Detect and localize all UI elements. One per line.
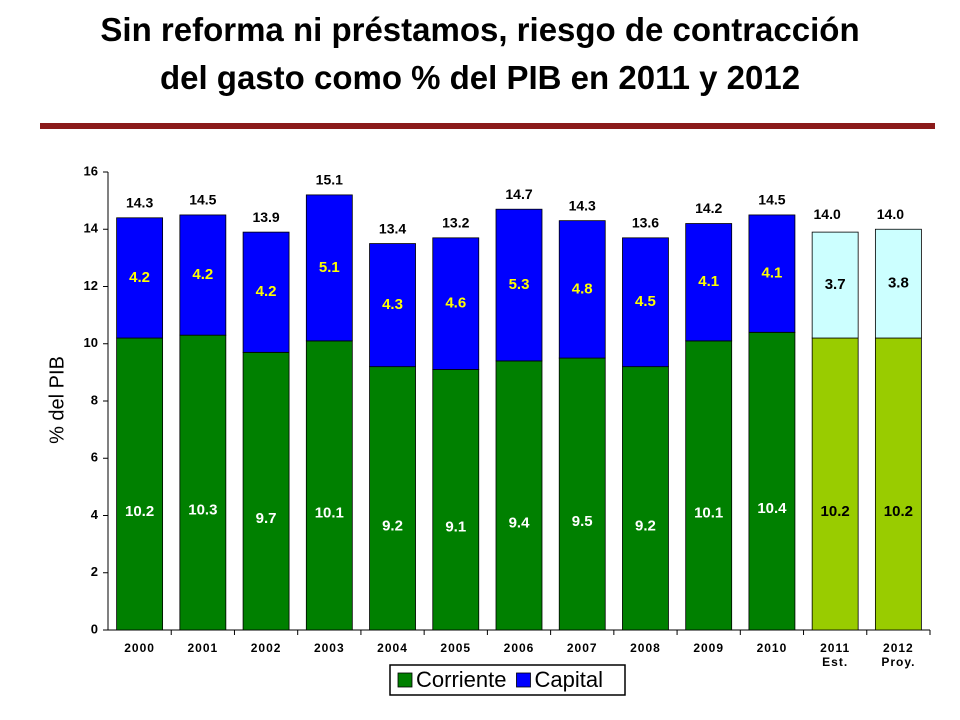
y-axis-label: % del PIB [46, 356, 68, 444]
total-label: 13.2 [442, 215, 469, 231]
data-label: 9.1 [445, 519, 466, 536]
y-tick-label: 16 [84, 163, 98, 178]
x-tick-label: 2008 [630, 641, 661, 655]
legend-label: Corriente [416, 667, 506, 692]
data-label: 4.2 [256, 283, 277, 300]
y-tick-label: 0 [91, 621, 98, 636]
bar-segment [242, 231, 290, 353]
y-tick-label: 10 [84, 335, 98, 350]
bar-segment [495, 208, 543, 362]
bar-segment [748, 214, 796, 333]
x-tick-label: 2001 [187, 641, 218, 655]
bar-segment [811, 337, 859, 631]
data-label: 4.2 [129, 269, 150, 286]
total-label: 14.0 [877, 206, 904, 222]
data-label: 10.3 [188, 502, 217, 519]
data-label: 4.3 [382, 296, 403, 313]
bar-segment [685, 340, 733, 631]
total-label: 13.6 [632, 215, 659, 231]
data-label: 5.1 [319, 259, 340, 276]
total-label: 14.2 [695, 200, 722, 216]
bar-segment [305, 194, 353, 342]
total-label: 14.5 [758, 192, 785, 208]
legend-label: Capital [534, 667, 602, 692]
data-label: 9.7 [256, 510, 277, 527]
bar-segment [369, 366, 416, 631]
x-tick-label: 2010 [757, 641, 788, 655]
x-tick-label: 2009 [693, 641, 724, 655]
legend [389, 664, 626, 696]
data-label: 9.5 [572, 513, 593, 530]
bar-segment [685, 223, 733, 342]
bar-segment [369, 243, 416, 368]
data-label: 4.2 [192, 266, 213, 283]
x-tick-label: 2004 [377, 641, 408, 655]
total-label: 14.5 [189, 192, 216, 208]
data-label: 9.2 [382, 517, 403, 534]
legend-swatch [397, 672, 413, 688]
data-label: 5.3 [509, 276, 530, 293]
x-tick-label: 2005 [440, 641, 471, 655]
y-tick-label: 6 [91, 450, 98, 465]
x-tick-label: 2006 [504, 641, 535, 655]
x-tick-label: 2002 [251, 641, 282, 655]
total-label: 14.3 [569, 197, 596, 213]
bar-segment [116, 337, 164, 631]
x-tick-label: 2012 Proy. [881, 641, 915, 669]
data-label: 4.8 [572, 280, 593, 297]
bar-segment [432, 369, 480, 631]
bar-segment [874, 228, 922, 339]
bar-segment [748, 331, 796, 631]
bar-segment [558, 357, 606, 631]
legend-swatch [516, 672, 531, 688]
x-tick-label: 2011 Est. [820, 641, 850, 669]
bar-segment [179, 334, 227, 631]
data-label: 10.2 [884, 503, 913, 520]
bar-segment [558, 220, 606, 359]
bar-segment [242, 351, 290, 631]
y-tick-label: 4 [91, 507, 99, 522]
total-label: 14.7 [505, 186, 532, 202]
data-label: 10.1 [315, 504, 344, 521]
x-tick-label: 2007 [567, 641, 598, 655]
total-label: 14.0 [814, 206, 841, 222]
x-tick-label: 2003 [314, 641, 345, 655]
data-label: 10.2 [125, 503, 154, 520]
y-tick-label: 12 [84, 278, 98, 293]
data-label: 9.4 [509, 514, 531, 531]
bar-segment [495, 360, 543, 631]
data-label: 9.2 [635, 517, 656, 534]
bar-segment [432, 237, 480, 370]
total-label: 13.9 [252, 209, 279, 225]
data-label: 4.1 [698, 273, 719, 290]
bar-segment [811, 231, 859, 339]
data-label: 4.1 [761, 265, 782, 282]
y-tick-label: 14 [84, 221, 99, 236]
data-label: 10.1 [694, 504, 723, 521]
data-label: 10.2 [821, 503, 850, 520]
data-label: 10.4 [757, 500, 787, 517]
total-label: 14.3 [126, 195, 153, 211]
data-label: 4.5 [635, 293, 656, 310]
data-label: 4.6 [445, 295, 466, 312]
total-label: 13.4 [379, 220, 406, 236]
bar-segment [116, 217, 164, 339]
bar-segment [305, 340, 353, 631]
data-label: 3.8 [888, 275, 909, 292]
bar-segment [874, 337, 922, 631]
y-tick-label: 8 [91, 392, 98, 407]
bar-segment [622, 237, 669, 368]
total-label: 15.1 [316, 172, 343, 188]
chart-title: Sin reforma ni préstamos, riesgo de cont… [100, 11, 859, 96]
data-label: 3.7 [825, 276, 846, 293]
x-tick-label: 2000 [124, 641, 155, 655]
bar-segment [622, 366, 669, 631]
y-tick-label: 2 [91, 564, 98, 579]
bar-segment [179, 214, 227, 336]
